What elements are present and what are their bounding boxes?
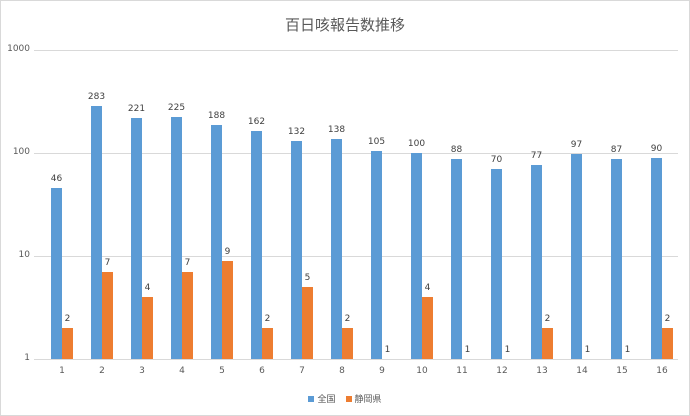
bar-national	[571, 154, 582, 359]
data-label: 2	[544, 313, 551, 324]
data-label: 97	[570, 140, 583, 151]
data-label: 225	[167, 102, 186, 113]
legend-swatch	[345, 395, 352, 402]
y-tick-label: 1	[24, 353, 30, 363]
legend-item: 全国	[308, 392, 336, 405]
y-tick-label: 100	[12, 147, 30, 157]
bar-shizuoka	[662, 327, 673, 359]
data-label: 4	[144, 282, 151, 293]
data-label: 7	[104, 257, 111, 268]
bar-shizuoka	[422, 296, 433, 359]
data-label: 88	[450, 144, 463, 155]
data-label: 188	[207, 110, 226, 121]
gridline	[34, 359, 678, 360]
data-label: 87	[610, 145, 623, 156]
bar-national	[371, 150, 382, 359]
x-tick-label: 7	[299, 366, 305, 376]
gridline	[34, 50, 678, 51]
bar-national	[51, 187, 62, 359]
bar-shizuoka	[102, 271, 113, 359]
data-label: 221	[127, 103, 146, 114]
x-tick-label: 16	[656, 366, 668, 376]
bar-national	[531, 164, 542, 359]
data-label: 162	[247, 117, 266, 128]
data-label: 70	[490, 154, 503, 165]
x-tick-label: 15	[616, 366, 628, 376]
legend-label: 全国	[317, 395, 336, 405]
x-tick-label: 14	[576, 366, 588, 376]
data-label: 2	[344, 313, 351, 324]
gridline	[34, 256, 678, 257]
y-tick-label: 10	[18, 250, 30, 260]
data-label: 77	[530, 150, 543, 161]
legend-label: 静岡県	[354, 395, 382, 405]
bar-shizuoka	[222, 260, 233, 359]
bar-national	[91, 106, 102, 359]
data-label: 138	[327, 124, 346, 135]
data-label: 100	[407, 139, 426, 149]
bar-national	[131, 117, 142, 359]
bar-shizuoka	[62, 327, 73, 359]
bar-national	[651, 157, 662, 359]
x-tick-label: 3	[139, 366, 145, 376]
bar-national	[491, 168, 502, 359]
data-label: 7	[184, 257, 191, 268]
x-tick-label: 12	[496, 366, 508, 376]
data-label: 2	[64, 313, 71, 324]
bar-national	[211, 124, 222, 359]
y-tick-label: 1000	[7, 44, 30, 54]
data-label: 1	[584, 345, 591, 355]
data-label: 4	[424, 282, 431, 293]
bar-national	[611, 159, 622, 359]
x-tick-label: 8	[339, 366, 345, 376]
gridline	[34, 153, 678, 154]
bar-shizuoka	[262, 327, 273, 359]
legend-swatch	[308, 395, 315, 402]
data-label: 1	[504, 345, 511, 355]
legend: 全国 静岡県	[0, 392, 690, 405]
data-label: 1	[384, 345, 391, 355]
x-tick-label: 11	[456, 366, 468, 376]
x-tick-label: 1	[59, 366, 65, 376]
chart-title: 百日咳報告数推移	[284, 16, 405, 34]
data-label: 1	[624, 345, 631, 355]
bar-shizuoka	[342, 327, 353, 359]
x-tick-label: 6	[259, 366, 265, 376]
data-label: 2	[664, 313, 671, 324]
data-label: 283	[87, 92, 106, 103]
bar-shizuoka	[542, 327, 553, 359]
bar-national	[171, 116, 182, 359]
data-label: 9	[224, 246, 231, 257]
x-tick-label: 5	[219, 366, 225, 376]
data-label: 132	[287, 126, 306, 137]
bar-national	[251, 131, 262, 359]
data-label: 46	[50, 173, 63, 184]
x-tick-label: 2	[99, 366, 105, 376]
bar-national	[451, 158, 462, 359]
x-tick-label: 9	[379, 366, 385, 376]
bar-national	[411, 153, 422, 359]
data-label: 2	[264, 313, 271, 324]
x-tick-label: 4	[179, 366, 185, 376]
legend-item: 静岡県	[345, 392, 382, 405]
data-label: 5	[304, 273, 311, 283]
bar-shizuoka	[182, 271, 193, 359]
data-label: 90	[650, 143, 663, 154]
data-label: 1	[464, 345, 471, 355]
bar-national	[291, 140, 302, 359]
bar-shizuoka	[302, 287, 313, 359]
x-tick-label: 13	[536, 366, 548, 376]
bar-national	[331, 138, 342, 359]
x-tick-label: 10	[416, 366, 428, 376]
bar-shizuoka	[142, 296, 153, 359]
data-label: 105	[367, 136, 386, 147]
